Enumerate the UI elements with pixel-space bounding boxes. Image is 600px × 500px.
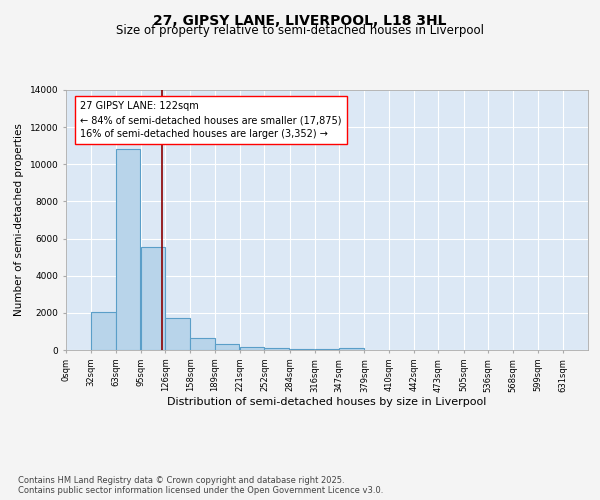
Y-axis label: Number of semi-detached properties: Number of semi-detached properties — [14, 124, 24, 316]
Bar — [265, 348, 289, 350]
Bar — [215, 344, 239, 350]
Bar — [190, 338, 215, 350]
Bar — [91, 312, 116, 350]
Text: 27, GIPSY LANE, LIVERPOOL, L18 3HL: 27, GIPSY LANE, LIVERPOOL, L18 3HL — [153, 14, 447, 28]
Bar — [240, 347, 265, 350]
Bar — [116, 150, 140, 350]
Bar — [315, 349, 339, 350]
Bar — [165, 318, 190, 350]
Text: Contains HM Land Registry data © Crown copyright and database right 2025.
Contai: Contains HM Land Registry data © Crown c… — [18, 476, 383, 495]
Bar — [141, 247, 165, 350]
Text: 27 GIPSY LANE: 122sqm
← 84% of semi-detached houses are smaller (17,875)
16% of : 27 GIPSY LANE: 122sqm ← 84% of semi-deta… — [80, 101, 341, 139]
Text: Size of property relative to semi-detached houses in Liverpool: Size of property relative to semi-detach… — [116, 24, 484, 37]
Bar — [339, 348, 364, 350]
X-axis label: Distribution of semi-detached houses by size in Liverpool: Distribution of semi-detached houses by … — [167, 397, 487, 407]
Bar — [290, 348, 314, 350]
